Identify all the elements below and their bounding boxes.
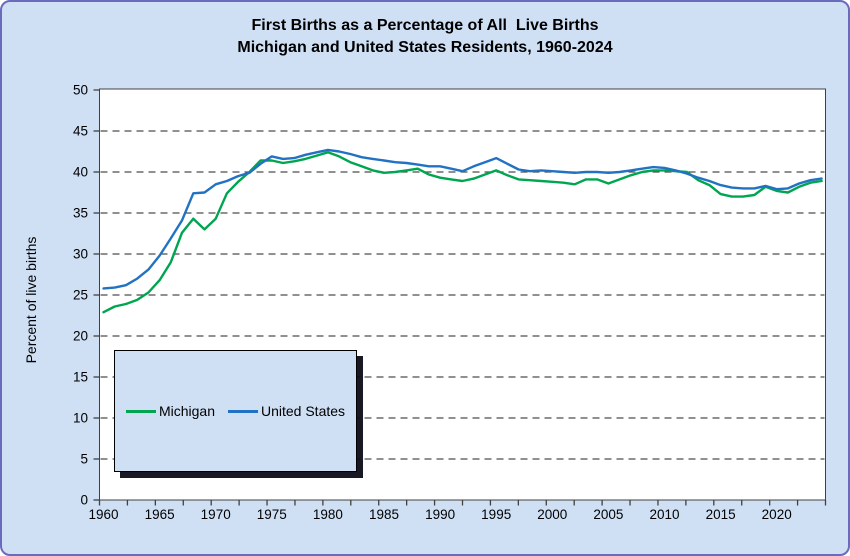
x-tick-label: 2005	[593, 507, 623, 522]
y-tick-label: 20	[73, 329, 88, 344]
y-tick-label: 45	[73, 124, 88, 139]
legend-label-michigan: Michigan	[158, 403, 215, 419]
y-tick-labels: 0 5 10 15 20 25 30 35 40 45 50	[73, 83, 88, 508]
series-line-michigan	[102, 151, 823, 314]
x-tick-label: 1995	[481, 507, 511, 522]
x-tick-label: 2000	[537, 507, 567, 522]
x-axis-ticks	[98, 500, 827, 506]
data-series	[102, 148, 823, 314]
y-tick-label: 35	[73, 206, 88, 221]
x-tick-label: 1985	[369, 507, 399, 522]
y-tick-label: 5	[80, 452, 88, 467]
x-tick-label: 1960	[88, 507, 118, 522]
y-tick-label: 40	[73, 165, 88, 180]
y-tick-label: 15	[73, 370, 88, 385]
x-tick-labels: 1960 1965 1970 1975 1980 1985 1990 1995 2000 2005…	[88, 507, 791, 522]
y-axis-title: Percent of live births	[23, 237, 39, 364]
legend-item-michigan: Michigan	[125, 403, 215, 419]
michigan-line-swatch-icon	[125, 409, 156, 413]
chart-title-line1: First Births as a Percentage of All Live…	[251, 17, 599, 34]
y-axis-ticks	[93, 89, 100, 501]
x-tick-label: 1990	[425, 507, 455, 522]
y-tick-label: 25	[73, 288, 88, 303]
x-tick-label: 2010	[649, 507, 679, 522]
x-tick-label: 2020	[762, 507, 792, 522]
y-tick-label: 0	[80, 493, 88, 508]
y-tick-label: 30	[73, 247, 88, 262]
united-states-line-swatch-icon	[227, 409, 258, 413]
legend-label-united-states: United States	[260, 403, 346, 419]
x-tick-label: 1965	[145, 507, 175, 522]
chart-title-line2: Michigan and United States Residents, 19…	[237, 39, 613, 56]
chart-legend: Michigan United States	[114, 350, 357, 472]
legend-item-united-states: United States	[227, 403, 346, 419]
x-tick-label: 1970	[201, 507, 231, 522]
y-tick-label: 50	[73, 83, 88, 98]
x-tick-label: 2015	[706, 507, 736, 522]
x-tick-label: 1980	[313, 507, 343, 522]
series-line-united-states	[102, 148, 823, 290]
y-tick-label: 10	[73, 411, 88, 426]
x-tick-label: 1975	[257, 507, 287, 522]
chart-title: First Births as a Percentage of All Live…	[2, 15, 848, 59]
